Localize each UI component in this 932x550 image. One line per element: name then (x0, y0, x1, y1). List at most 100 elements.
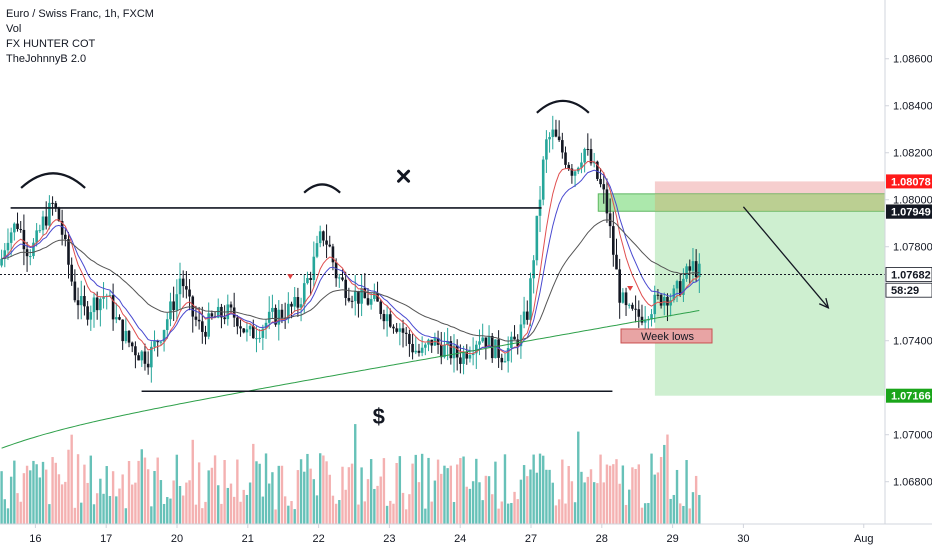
volume-bar (561, 459, 564, 524)
volume-bar (526, 476, 529, 524)
legend-title[interactable]: Euro / Swiss Franc, 1h, FXCM (6, 8, 154, 20)
candle-body (299, 304, 303, 308)
candle-body (54, 203, 58, 209)
candle-body (239, 326, 242, 329)
candle-body (258, 337, 261, 339)
volume-bar (309, 468, 312, 524)
legend-vol[interactable]: Vol (6, 23, 22, 35)
volume-bar (105, 466, 108, 524)
volume-bar (542, 455, 545, 524)
volume-bar (236, 459, 239, 524)
volume-bar (220, 503, 223, 524)
volume-bar (89, 455, 93, 524)
volume-bar (331, 495, 335, 524)
volume-bar (134, 482, 137, 524)
volume-bar (449, 465, 453, 524)
candle-body (503, 361, 507, 363)
candle-body (280, 309, 284, 318)
volume-bar (261, 496, 265, 524)
candle-body (277, 309, 281, 325)
x-tick-label: 28 (596, 533, 608, 545)
candle-body (169, 301, 172, 320)
volume-bar (398, 456, 402, 524)
candle-body (185, 286, 188, 290)
volume-bar (124, 508, 128, 524)
volume-bar (3, 499, 6, 524)
candle-body (439, 344, 443, 358)
candle-body (143, 351, 147, 364)
candle-body (685, 266, 688, 279)
candle-body (621, 292, 625, 303)
candle-body (564, 152, 567, 165)
candle-body (251, 326, 255, 339)
candle-body (204, 331, 207, 337)
volume-bar (605, 464, 609, 524)
volume-bar (312, 479, 316, 524)
volume-bar (500, 501, 503, 524)
candle-body (89, 312, 93, 320)
volume-bar (433, 480, 437, 524)
candle-body (395, 328, 398, 332)
volume-bar (95, 493, 99, 524)
volume-bar (210, 467, 214, 524)
candle-body (245, 329, 249, 333)
candle-body (478, 341, 481, 345)
volume-bar (596, 483, 599, 524)
candle-body (79, 296, 83, 306)
candle-body (41, 216, 45, 231)
volume-bar (682, 505, 685, 524)
volume-bar (360, 467, 363, 524)
candle-body (694, 261, 698, 278)
candle-body (248, 326, 252, 330)
candle-body (261, 328, 265, 338)
x-tick-label: 20 (171, 533, 183, 545)
volume-bar (669, 498, 672, 524)
volume-bar (223, 460, 226, 524)
take-profit-zone (654, 211, 885, 396)
volume-bar (414, 454, 417, 524)
volume-bar (245, 494, 249, 524)
volume-bar (217, 485, 220, 524)
volume-bar (137, 460, 140, 524)
legend-indicator-cot[interactable]: FX HUNTER COT (6, 38, 96, 50)
price-label: 1.08078 (891, 176, 931, 188)
candle-body (519, 324, 523, 347)
candle-body (360, 288, 363, 304)
candle-body (229, 304, 233, 308)
volume-bar (497, 508, 500, 524)
candle-body (643, 319, 647, 323)
candle-body (3, 250, 7, 259)
y-axis: 1.068001.070001.074001.076001.078001.080… (885, 54, 932, 489)
candle-body (640, 316, 644, 323)
volume-bar (248, 482, 252, 524)
volume-bar (41, 461, 45, 524)
candle-body (86, 306, 89, 320)
candle-body (408, 333, 411, 344)
volume-bar (551, 482, 554, 524)
candle-body (589, 149, 593, 164)
candle-body (627, 304, 631, 306)
candle-body (64, 234, 67, 240)
candle-body (191, 296, 195, 317)
candle-body (344, 279, 347, 298)
volume-bar (166, 497, 169, 524)
volume-bar (213, 455, 217, 524)
legend-indicator-johnnyb[interactable]: TheJohnnyB 2.0 (6, 53, 87, 65)
candle-body (22, 229, 26, 250)
candle-body (675, 281, 679, 289)
volume-bar (382, 458, 386, 524)
volume-bar (532, 454, 535, 524)
candle-body (424, 344, 427, 348)
volume-bar (51, 457, 54, 524)
candle-body (32, 242, 35, 257)
candle-body (436, 337, 440, 345)
volume-bar (22, 473, 26, 524)
volume-bar (443, 465, 446, 524)
x-tick-label: 22 (312, 533, 324, 545)
candle-body (688, 266, 692, 271)
volume-bar (35, 464, 38, 524)
x-tick-label: 16 (29, 533, 41, 545)
volume-bar (583, 482, 586, 524)
volume-bar (111, 471, 115, 524)
